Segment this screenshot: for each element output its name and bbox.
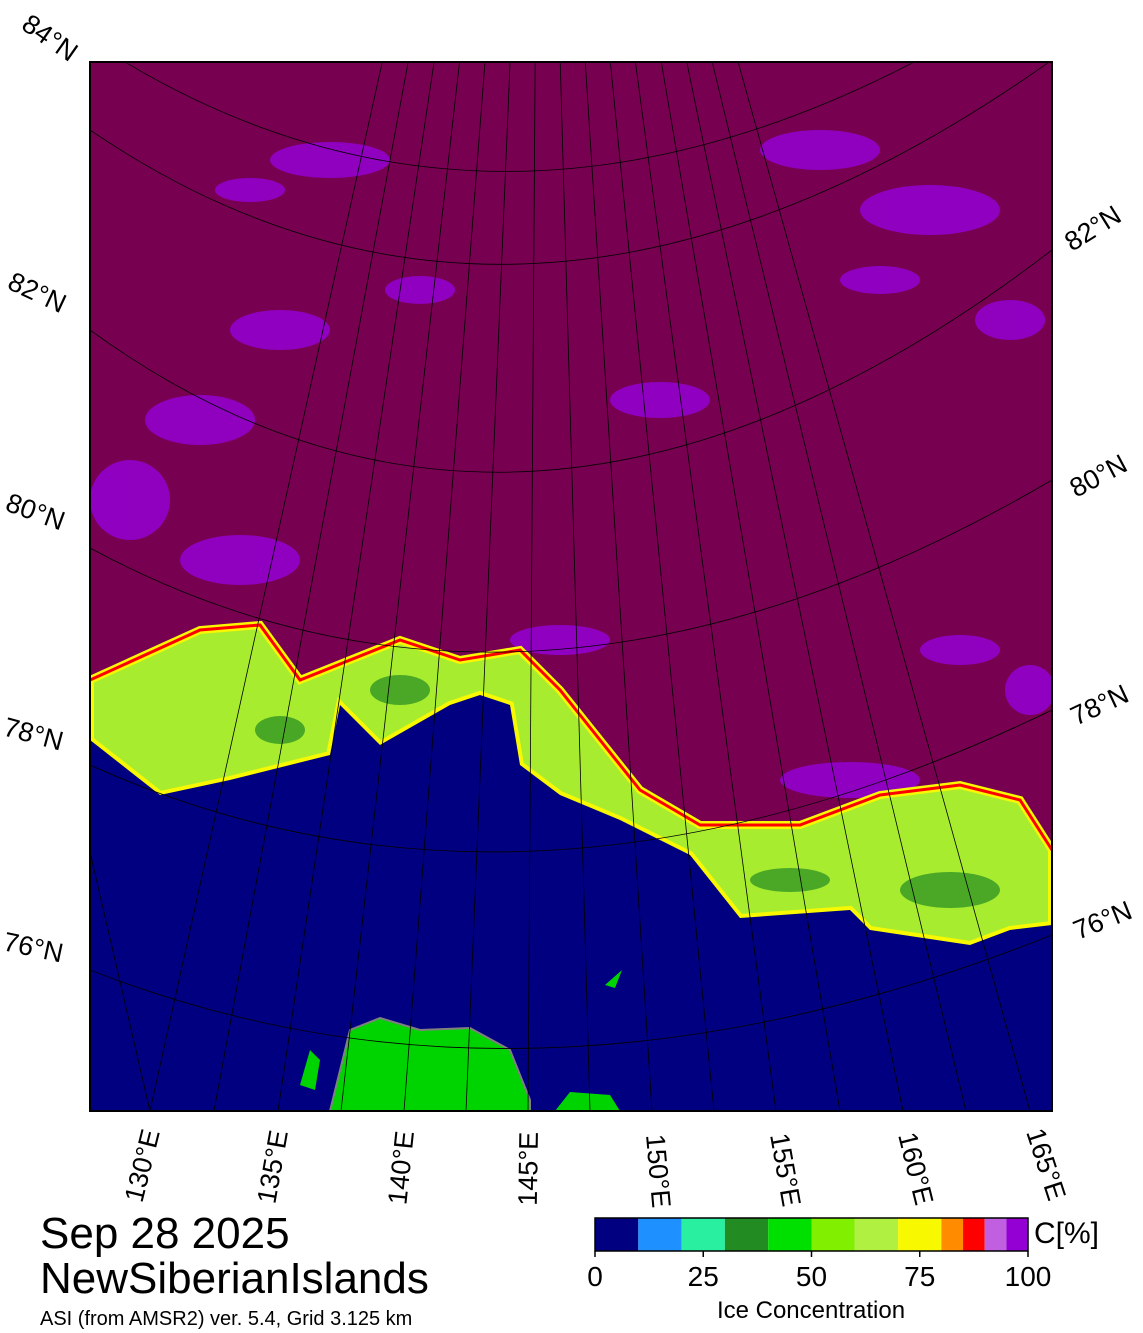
lat-label: 76°N <box>1069 895 1136 945</box>
date: Sep 28 2025 <box>40 1209 290 1258</box>
graticule <box>90 62 1052 1111</box>
lon-label: 160°E <box>892 1129 939 1208</box>
colorbar-unit: C[%] <box>1034 1217 1099 1250</box>
ice-edge <box>90 623 1052 851</box>
lon-label: 135°E <box>252 1128 294 1206</box>
colorbar-segment <box>768 1218 812 1251</box>
lon-label: 165°E <box>1020 1125 1071 1205</box>
longitude-labels: 130°E 135°E 140°E 145°E 150°E 155°E 160°… <box>119 1125 1072 1210</box>
colorbar-tick-label: 25 <box>688 1261 719 1292</box>
land <box>328 1016 531 1111</box>
map <box>90 62 1052 1111</box>
colorbar-segment <box>724 1218 769 1251</box>
lon-label: 140°E <box>382 1129 420 1206</box>
colorbar-tick-label: 100 <box>1005 1261 1052 1292</box>
colorbar: 0 25 50 75 100 <box>587 1217 1052 1292</box>
colorbar-segment <box>681 1218 725 1251</box>
region: NewSiberianIslands <box>40 1254 429 1303</box>
lat-label: 80°N <box>1065 448 1132 503</box>
lon-label: 130°E <box>119 1126 166 1205</box>
colorbar-label: Ice Concentration <box>717 1297 905 1324</box>
colorbar-tick-label: 0 <box>587 1261 603 1292</box>
lon-label: 155°E <box>764 1131 806 1209</box>
colorbar-segment <box>898 1218 942 1251</box>
colorbar-segment <box>1006 1218 1028 1251</box>
colorbar-segment <box>811 1218 855 1251</box>
colorbar-segment <box>638 1218 682 1251</box>
land <box>555 1092 620 1111</box>
land <box>300 1050 320 1090</box>
lon-label: 150°E <box>640 1133 676 1209</box>
ice-patches <box>90 130 1052 798</box>
open-water <box>90 695 1052 1111</box>
subtitle: ASI (from AMSR2) ver. 5.4, Grid 3.125 km <box>40 1308 412 1330</box>
lat-label: 78°N <box>1066 679 1133 732</box>
ice-patches-dark <box>255 675 1000 908</box>
colorbar-segment <box>984 1218 1007 1251</box>
colorbar-tick-label: 50 <box>796 1261 827 1292</box>
lon-label: 145°E <box>513 1132 544 1206</box>
lat-label: 84°N <box>17 8 84 67</box>
colorbar-segment <box>854 1218 899 1251</box>
colorbar-tick-label: 75 <box>904 1261 935 1292</box>
map-frame <box>89 61 1053 1112</box>
lat-label: 82°N <box>1059 200 1126 257</box>
lat-label: 82°N <box>3 266 70 319</box>
colorbar-segment <box>941 1218 964 1251</box>
lat-label: 78°N <box>0 712 66 757</box>
colorbar-segment <box>595 1218 639 1251</box>
lat-label: 76°N <box>1 927 66 969</box>
colorbar-segment <box>963 1218 985 1251</box>
land <box>605 970 622 988</box>
lat-label: 80°N <box>2 487 69 536</box>
